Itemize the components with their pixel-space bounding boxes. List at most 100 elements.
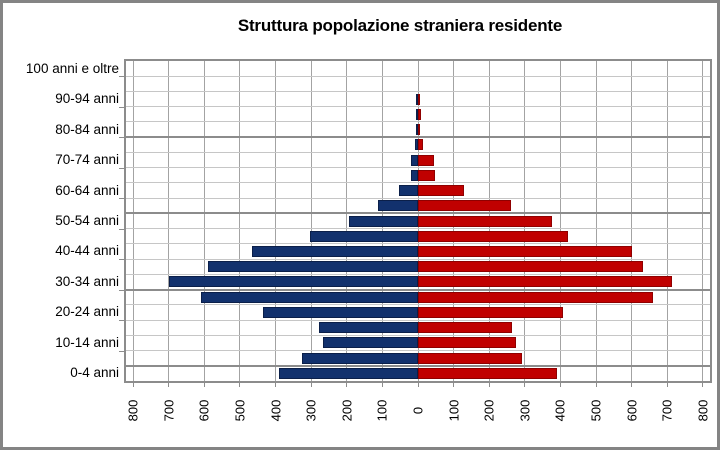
x-axis-tick [132, 383, 134, 387]
gridline-vertical [203, 61, 205, 381]
x-axis-label: 100 [446, 399, 462, 422]
bar-male-55-59-anni [377, 200, 418, 212]
x-axis-label: 300 [303, 399, 319, 422]
age-label: 30-34 anni [55, 273, 119, 289]
age-label: 80-84 anni [55, 121, 119, 137]
gridline-vertical [239, 61, 241, 381]
bar-female-30-34-anni [418, 276, 672, 288]
y-axis-tick [119, 76, 124, 78]
gridline-horizontal [126, 243, 710, 245]
x-axis-tick [275, 383, 277, 387]
x-axis-label: 400 [552, 399, 568, 422]
bar-female-25-29-anni [418, 291, 654, 303]
gridline-horizontal [126, 106, 710, 108]
bar-male-60-64-anni [399, 185, 418, 197]
bar-female-90-94-anni [418, 93, 420, 105]
gridline-horizontal-major [126, 212, 710, 215]
x-axis-tick [595, 383, 597, 387]
bar-female-10-14-anni [418, 337, 516, 349]
bar-male-80-84-anni [416, 124, 418, 136]
x-axis-tick [239, 383, 241, 387]
plot-area [124, 59, 712, 383]
bar-male-70-74-anni [410, 154, 418, 166]
gridline-horizontal-major [126, 136, 710, 139]
age-label: 90-94 anni [55, 91, 119, 107]
bar-female-40-44-anni [418, 245, 632, 257]
bar-female-75-79-anni [418, 139, 423, 151]
bar-male-45-49-anni [310, 230, 418, 242]
gridline-vertical [168, 61, 170, 381]
bar-male-0-4-anni [279, 367, 418, 379]
x-axis-tick [631, 383, 633, 387]
bar-male-30-34-anni [168, 276, 418, 288]
x-axis-label: 500 [588, 399, 604, 422]
x-axis-tick [168, 383, 170, 387]
gridline-horizontal [126, 304, 710, 306]
gridline-horizontal [126, 90, 710, 92]
bar-female-65-69-anni [418, 169, 436, 181]
x-axis-tick [666, 383, 668, 387]
x-axis-label: 400 [268, 399, 284, 422]
age-label: 60-64 anni [55, 182, 119, 198]
gridline-horizontal [126, 258, 710, 260]
y-axis-tick [119, 228, 124, 230]
bar-female-5-9-anni [418, 352, 522, 364]
x-axis-tick [453, 383, 455, 387]
gridline-horizontal [126, 75, 710, 77]
x-axis-label: 200 [481, 399, 497, 422]
gridline-vertical [346, 61, 348, 381]
bar-male-5-9-anni [301, 352, 418, 364]
gridline-vertical [595, 61, 597, 381]
y-axis-tick [119, 137, 124, 139]
x-axis-tick [559, 383, 561, 387]
bar-female-20-24-anni [418, 306, 564, 318]
bar-male-10-14-anni [323, 337, 418, 349]
x-axis-label: 200 [339, 399, 355, 422]
x-axis-tick [702, 383, 704, 387]
bar-male-75-79-anni [414, 139, 418, 151]
x-axis-tick [417, 383, 419, 387]
x-axis-label: 300 [517, 399, 533, 422]
x-axis-label: 100 [374, 399, 390, 422]
x-axis-tick [488, 383, 490, 387]
age-label: 0-4 anni [70, 365, 119, 381]
x-axis-label: 700 [659, 399, 675, 422]
bar-male-40-44-anni [252, 245, 418, 257]
y-axis-tick [119, 289, 124, 291]
gridline-horizontal [126, 167, 710, 169]
bar-female-80-84-anni [418, 124, 421, 136]
gridline-horizontal [126, 182, 710, 184]
bar-male-25-29-anni [200, 291, 418, 303]
x-axis-label: 500 [232, 399, 248, 422]
age-label: 10-14 anni [55, 334, 119, 350]
bar-male-90-94-anni [416, 93, 418, 105]
y-axis-tick [119, 320, 124, 322]
bar-male-50-54-anni [349, 215, 418, 227]
bar-male-20-24-anni [263, 306, 418, 318]
age-label: 20-24 anni [55, 304, 119, 320]
x-axis-tick [310, 383, 312, 387]
age-label: 50-54 anni [55, 213, 119, 228]
gridline-vertical [559, 61, 561, 381]
gridline-horizontal [126, 273, 710, 275]
gridline-vertical [631, 61, 633, 381]
gridline-horizontal [126, 350, 710, 352]
x-axis-tick [203, 383, 205, 387]
y-axis-tick [119, 350, 124, 352]
gridline-vertical [702, 61, 704, 381]
bar-male-35-39-anni [207, 261, 418, 273]
x-axis-label: 800 [125, 399, 141, 422]
age-label: 70-74 anni [55, 152, 119, 168]
gridline-vertical [666, 61, 668, 381]
x-axis-tick [346, 383, 348, 387]
x-axis-tick [381, 383, 383, 387]
y-axis-tick [119, 259, 124, 261]
y-axis-tick [119, 167, 124, 169]
bar-female-60-64-anni [418, 185, 465, 197]
bar-male-85-89-anni [416, 108, 418, 120]
x-axis-tick [524, 383, 526, 387]
bar-male-65-69-anni [410, 169, 418, 181]
gridline-horizontal [126, 151, 710, 153]
bar-female-85-89-anni [418, 108, 421, 120]
